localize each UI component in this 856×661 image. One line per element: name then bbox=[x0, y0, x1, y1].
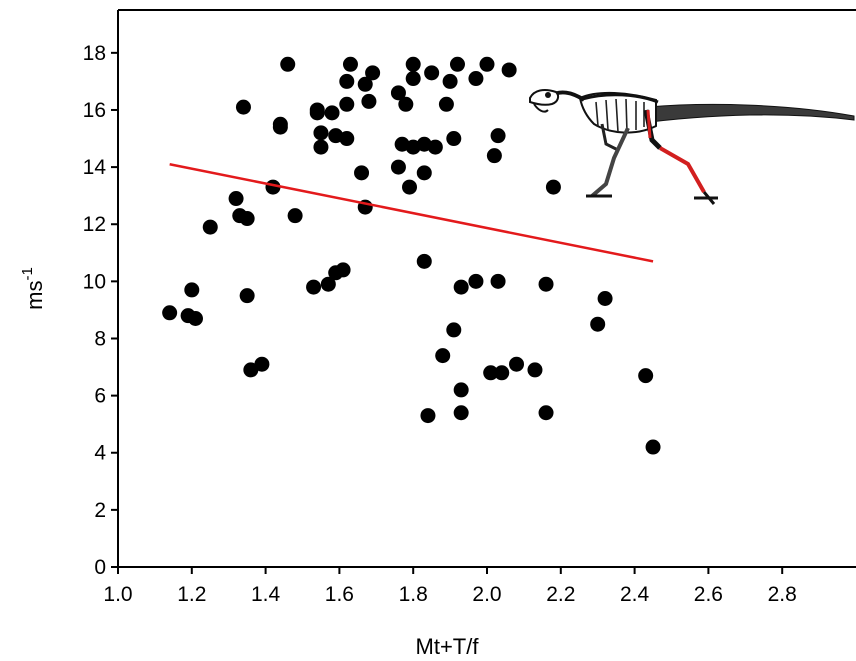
data-point bbox=[254, 356, 270, 372]
data-point bbox=[527, 362, 543, 378]
x-tick-label: 1.4 bbox=[251, 583, 281, 606]
data-point bbox=[402, 179, 418, 195]
data-point bbox=[597, 290, 613, 306]
x-tick-label: 2.4 bbox=[620, 583, 650, 606]
data-point bbox=[324, 105, 340, 121]
x-tick-label: 2.6 bbox=[694, 583, 723, 606]
data-point bbox=[420, 408, 436, 424]
data-point bbox=[187, 310, 203, 326]
y-tick-label: 8 bbox=[94, 327, 106, 350]
data-point bbox=[239, 288, 255, 304]
data-point bbox=[446, 131, 462, 147]
data-point bbox=[365, 65, 381, 81]
data-point bbox=[538, 405, 554, 421]
data-point bbox=[453, 279, 469, 295]
plot-area: 1.0 1.2 1.4 1.6 1.8 2.0 2.2 2.4 2.6 2.8 0 2 4 6 8 10 12… bbox=[83, 9, 856, 606]
data-point bbox=[416, 253, 432, 269]
data-point bbox=[335, 262, 351, 278]
data-point bbox=[162, 305, 178, 321]
data-point bbox=[509, 356, 525, 372]
data-point bbox=[483, 365, 499, 381]
data-point bbox=[280, 56, 296, 72]
y-tick-label: 16 bbox=[83, 99, 106, 122]
data-point bbox=[390, 85, 406, 101]
y-axis-label: ms-1 bbox=[19, 267, 47, 310]
data-point bbox=[490, 128, 506, 144]
data-point bbox=[184, 282, 200, 298]
data-point bbox=[479, 56, 495, 72]
data-point bbox=[453, 382, 469, 398]
data-points bbox=[162, 56, 661, 455]
x-tick-label: 1.6 bbox=[325, 583, 354, 606]
data-point bbox=[339, 131, 355, 147]
data-point bbox=[638, 368, 654, 384]
data-point bbox=[202, 219, 218, 235]
data-point bbox=[645, 439, 661, 455]
data-point bbox=[342, 56, 358, 72]
x-tick-label: 2.2 bbox=[546, 583, 575, 606]
x-tick-label: 1.0 bbox=[103, 583, 132, 606]
data-point bbox=[339, 96, 355, 112]
y-tick-label: 0 bbox=[94, 556, 106, 579]
x-tick-label: 1.2 bbox=[177, 583, 206, 606]
data-point bbox=[538, 276, 554, 292]
data-point bbox=[320, 276, 336, 292]
data-point bbox=[545, 179, 561, 195]
data-point bbox=[235, 99, 251, 115]
data-point bbox=[468, 273, 484, 289]
y-tick-label: 2 bbox=[94, 499, 106, 522]
y-tick-label: 12 bbox=[83, 213, 106, 236]
y-axis-label-unit: ms bbox=[22, 281, 47, 310]
data-point bbox=[313, 139, 329, 155]
y-tick-label: 4 bbox=[94, 442, 106, 465]
data-point bbox=[494, 365, 510, 381]
data-point bbox=[357, 76, 373, 92]
x-tick-label: 2.8 bbox=[768, 583, 797, 606]
x-axis-label: Mt+T/f bbox=[416, 634, 480, 659]
data-point bbox=[354, 165, 370, 181]
data-point bbox=[390, 159, 406, 175]
data-point bbox=[442, 73, 458, 89]
data-point bbox=[228, 191, 244, 207]
data-point bbox=[468, 71, 484, 87]
data-point bbox=[486, 148, 502, 164]
y-axis-label-exponent: -1 bbox=[19, 267, 36, 280]
data-point bbox=[243, 362, 259, 378]
data-point bbox=[490, 273, 506, 289]
data-point bbox=[239, 211, 255, 227]
y-tick-label: 18 bbox=[83, 42, 106, 65]
data-point bbox=[405, 56, 421, 72]
data-point bbox=[427, 139, 443, 155]
y-tick-label: 14 bbox=[83, 156, 107, 179]
data-point bbox=[398, 96, 414, 112]
y-axis-ticks: 0 2 4 6 8 10 12 14 16 18 bbox=[83, 42, 118, 579]
data-point bbox=[272, 119, 288, 135]
data-point bbox=[306, 279, 322, 295]
y-tick-label: 6 bbox=[94, 385, 106, 408]
data-point bbox=[424, 65, 440, 81]
data-point bbox=[446, 322, 462, 338]
data-point bbox=[501, 62, 517, 78]
y-tick-label: 10 bbox=[83, 270, 106, 293]
regression-line bbox=[169, 163, 654, 263]
data-point bbox=[438, 96, 454, 112]
data-point bbox=[405, 71, 421, 87]
data-point bbox=[309, 102, 325, 118]
data-point bbox=[590, 316, 606, 332]
data-point bbox=[361, 93, 377, 109]
data-point bbox=[313, 125, 329, 141]
data-point bbox=[453, 405, 469, 421]
data-point bbox=[416, 165, 432, 181]
dinosaur-skeleton-icon bbox=[529, 89, 855, 205]
x-axis-ticks: 1.0 1.2 1.4 1.6 1.8 2.0 2.2 2.4 2.6 2.8 bbox=[103, 567, 797, 606]
data-point bbox=[287, 208, 303, 224]
x-tick-label: 2.0 bbox=[472, 583, 501, 606]
data-point bbox=[339, 73, 355, 89]
x-tick-label: 1.8 bbox=[399, 583, 428, 606]
data-point bbox=[449, 56, 465, 72]
data-point bbox=[435, 348, 451, 364]
